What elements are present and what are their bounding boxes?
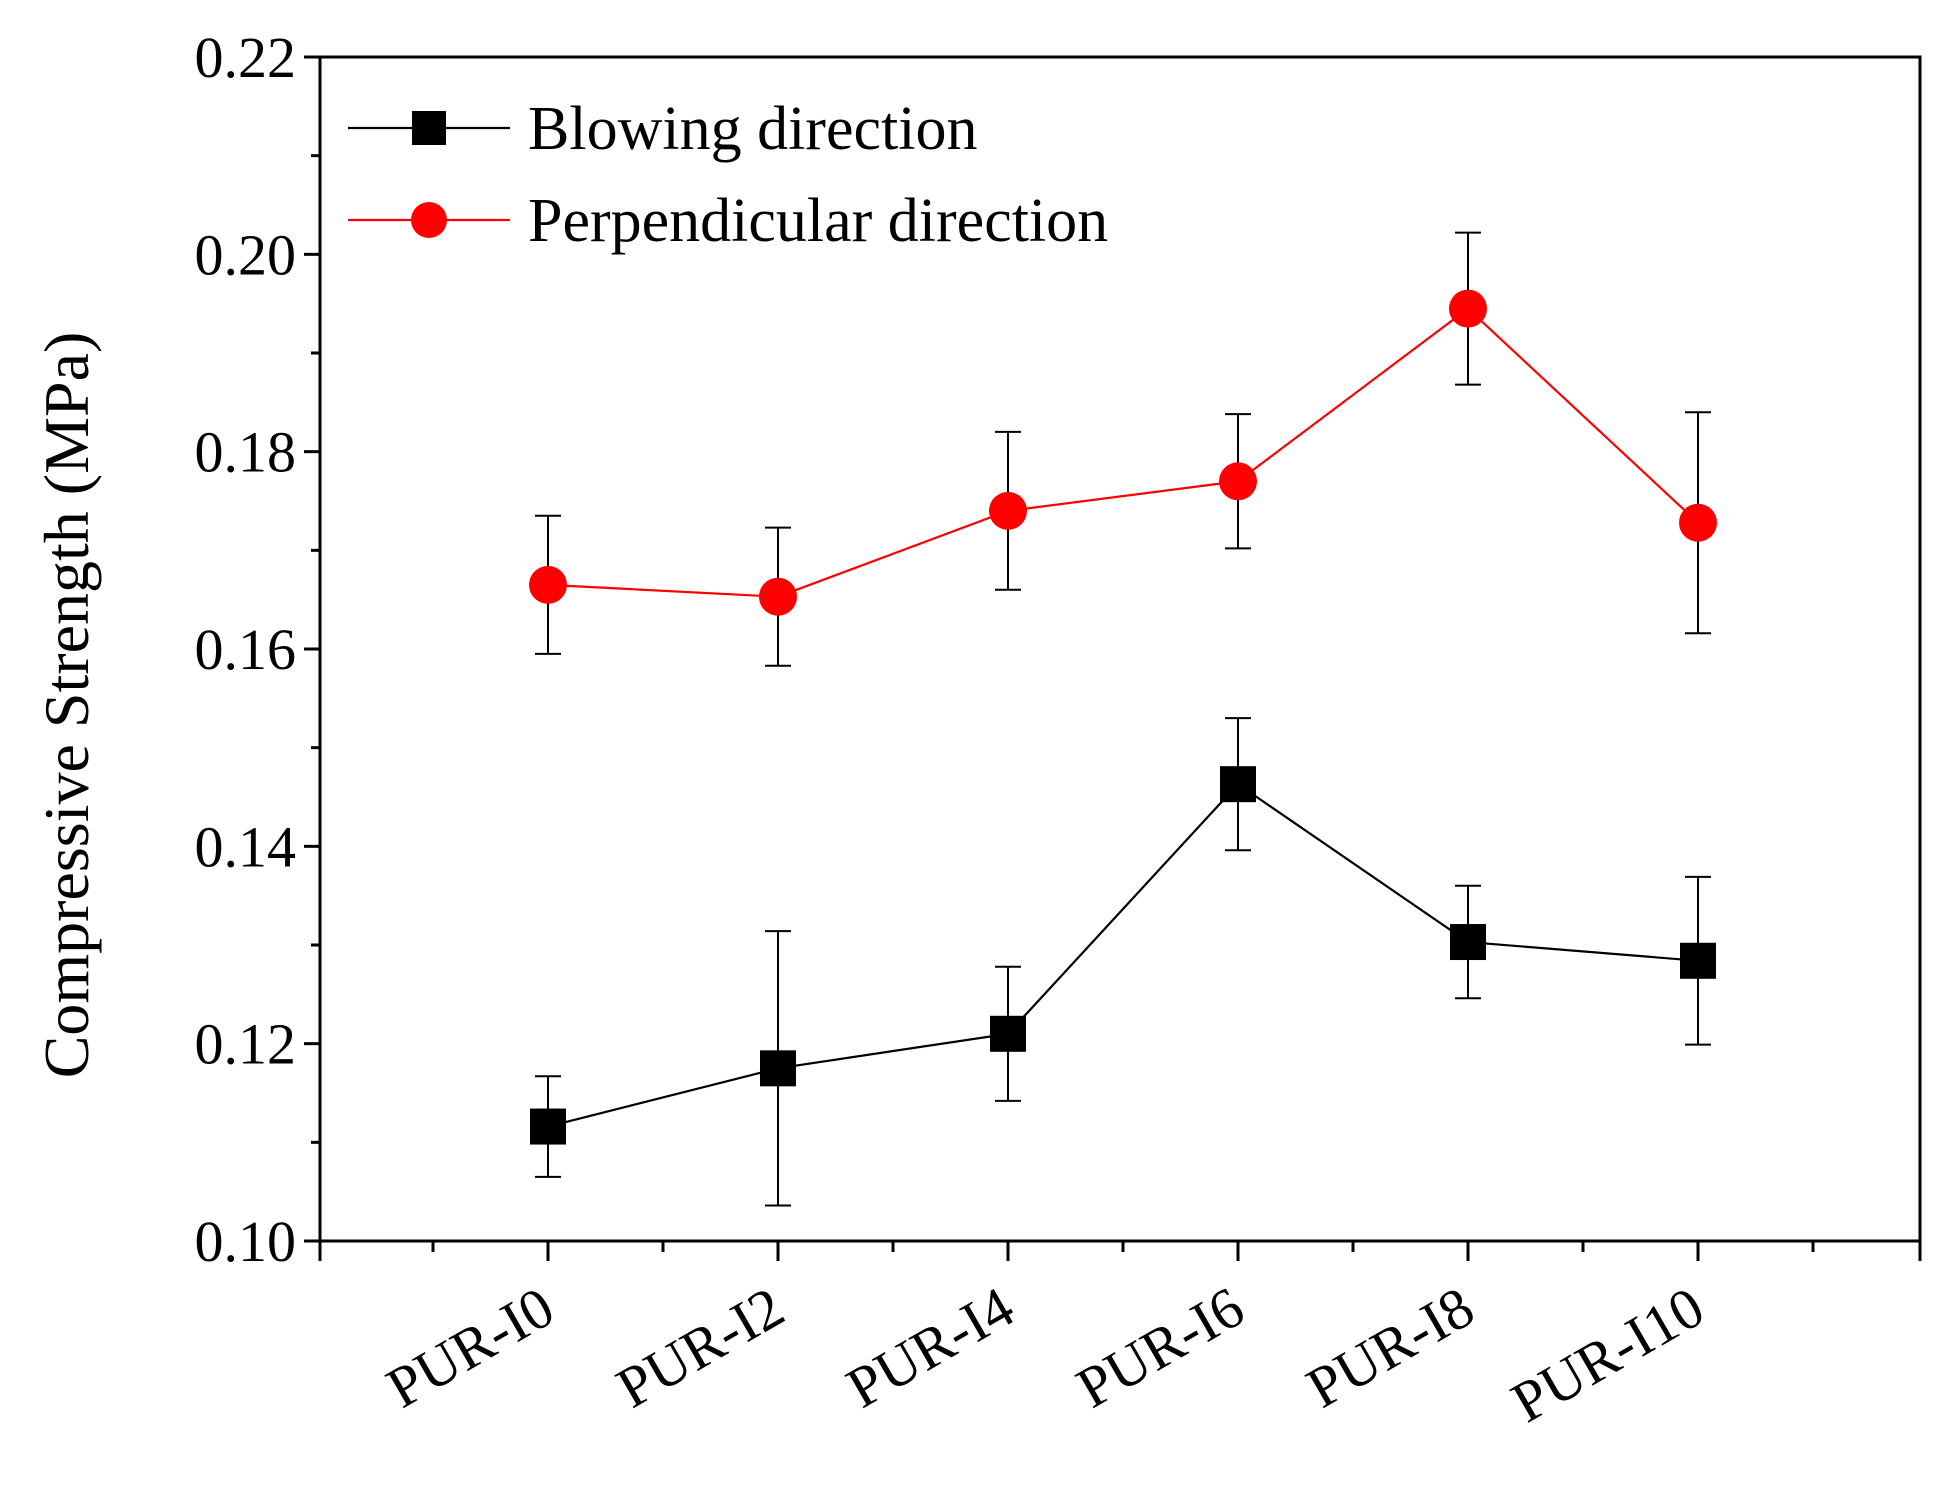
y-tick-label: 0.20 [195,222,297,287]
data-point [1449,289,1487,328]
y-tick-label: 0.22 [195,25,297,90]
x-tick-label: PUR-I0 [376,1274,565,1421]
x-tick-label: PUR-I10 [1501,1274,1715,1435]
legend-marker [412,111,446,145]
y-tick-label: 0.16 [195,617,297,682]
y-tick-label: 0.14 [195,814,297,879]
y-tick-label: 0.10 [195,1209,297,1274]
x-tick-label: PUR-I2 [606,1274,795,1421]
data-point [1220,766,1256,803]
data-point [1450,924,1486,961]
x-tick-label: PUR-I8 [1296,1274,1485,1421]
legend-marker [411,202,447,238]
data-point [1219,462,1257,501]
data-point [989,491,1027,530]
y-axis-title: Compressive Strength (MPa) [31,332,102,1079]
y-tick-label: 0.12 [195,1012,297,1077]
x-tick-label: PUR-I4 [836,1274,1025,1421]
data-point [760,1050,796,1087]
series-line [547,782,1699,1128]
series-layer [529,231,1717,1207]
data-point [1679,503,1717,542]
data-point [990,1015,1026,1052]
data-point [530,1108,566,1145]
series-1 [530,717,1716,1207]
data-point [759,577,797,616]
series-2 [529,231,1717,667]
series-line [547,307,1699,598]
legend: Blowing direction Perpendicular direction [348,95,1108,255]
data-point [529,565,567,604]
data-point [1680,942,1716,979]
legend-label: Blowing direction [528,95,977,163]
legend-label: Perpendicular direction [528,187,1108,255]
y-tick-label: 0.18 [195,420,297,485]
x-tick-label: PUR-I6 [1066,1274,1255,1421]
